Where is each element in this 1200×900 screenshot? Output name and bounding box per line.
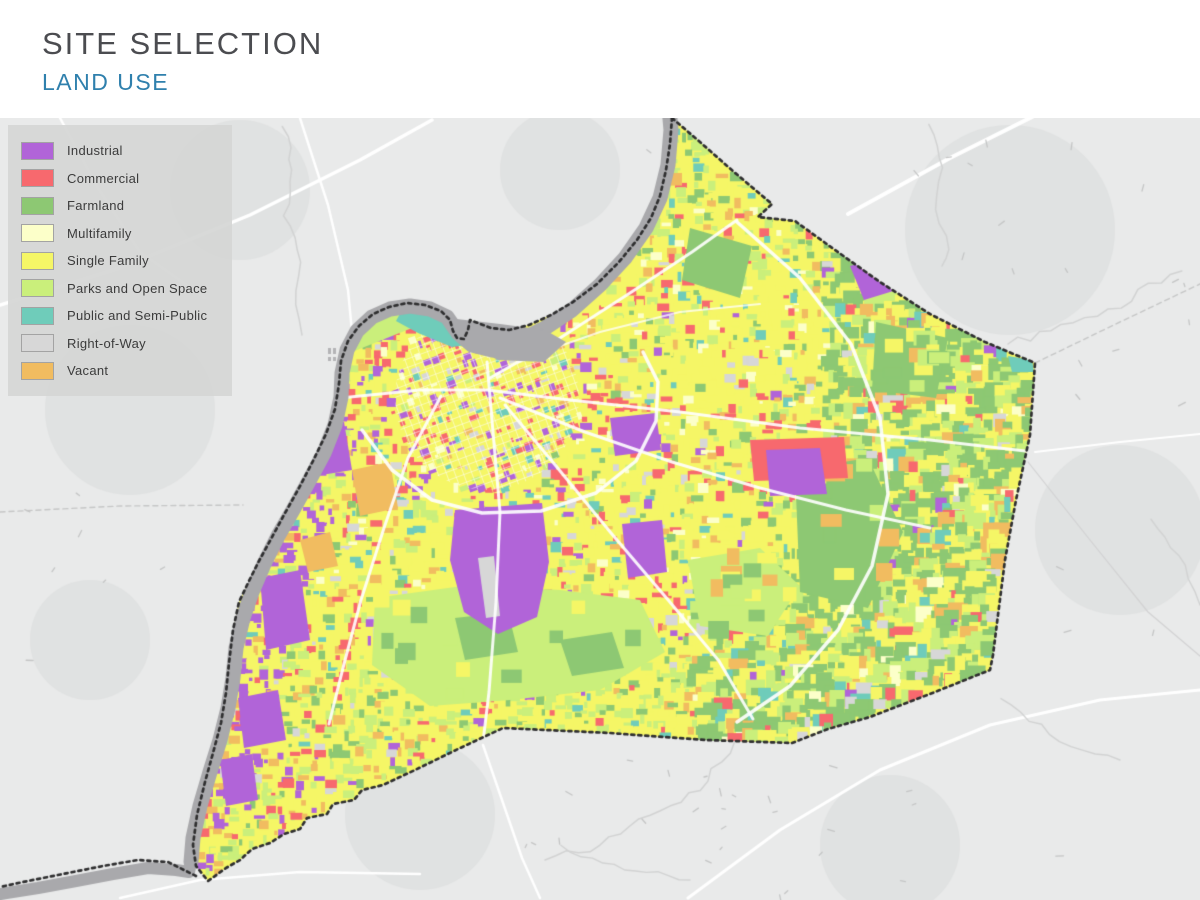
legend-item-label: Commercial — [67, 170, 140, 186]
legend-swatch — [21, 196, 54, 215]
land-use-map: Industrial Commercial Farmland Multifamily S… — [0, 118, 1200, 900]
legend-item: Commercial — [21, 165, 219, 193]
legend-item: Farmland — [21, 192, 219, 220]
page-header: SITE SELECTION LAND USE — [42, 26, 323, 96]
legend-item-label: Vacant — [67, 363, 109, 379]
legend-item: Multifamily — [21, 220, 219, 248]
page-title: SITE SELECTION — [42, 26, 324, 61]
legend-item: Parks and Open Space — [21, 275, 219, 303]
legend-swatch — [21, 224, 54, 243]
legend-item: Industrial — [21, 137, 219, 165]
legend-item: Public and Semi-Public — [21, 302, 219, 330]
legend-item: Right-of-Way — [21, 330, 219, 358]
legend-item-label: Public and Semi-Public — [67, 308, 208, 324]
legend-swatch — [21, 334, 54, 353]
legend: Industrial Commercial Farmland Multifamily S… — [8, 125, 232, 396]
legend-item-label: Parks and Open Space — [67, 280, 208, 296]
legend-swatch — [21, 169, 54, 188]
legend-swatch — [21, 361, 54, 380]
page-subtitle: LAND USE — [42, 69, 170, 95]
legend-item-label: Single Family — [67, 253, 149, 269]
legend-swatch — [21, 141, 54, 160]
legend-item-label: Farmland — [67, 198, 125, 214]
legend-swatch — [21, 251, 54, 270]
legend-item-label: Right-of-Way — [67, 335, 146, 351]
legend-item: Single Family — [21, 247, 219, 275]
legend-item-label: Multifamily — [67, 225, 132, 241]
legend-item-label: Industrial — [67, 143, 123, 159]
legend-swatch — [21, 306, 54, 325]
legend-swatch — [21, 279, 54, 298]
legend-item: Vacant — [21, 357, 219, 385]
